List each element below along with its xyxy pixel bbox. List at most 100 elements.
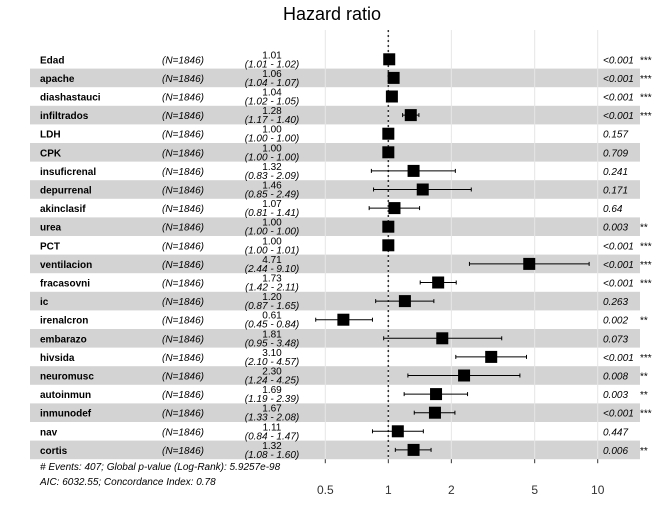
forest-row: CPK (N=1846) 1.00(1.00 - 1.00) 0.709 <box>40 143 628 163</box>
row-significance-stars: ** <box>640 316 648 327</box>
row-variable-label: ventilacion <box>40 260 92 271</box>
row-ci-label: (0.45 - 0.84) <box>245 320 299 331</box>
hr-marker <box>382 146 395 159</box>
hr-marker <box>404 109 417 122</box>
x-tick-label: 2 <box>448 483 455 497</box>
forest-row: irenalcron (N=1846) 0.61(0.45 - 0.84) 0.002… <box>40 311 648 331</box>
row-p-value: 0.171 <box>603 186 628 197</box>
hr-marker <box>428 406 441 419</box>
row-ci-label: (1.00 - 1.01) <box>245 245 299 256</box>
row-variable-label: depurrenal <box>40 186 92 197</box>
row-variable-label: Edad <box>40 55 64 66</box>
row-n-label: (N=1846) <box>162 204 204 215</box>
row-variable-label: inmunodef <box>40 409 92 420</box>
row-ci-label: (1.42 - 2.11) <box>245 283 299 294</box>
forest-row: diashastauci (N=1846) 1.04(1.02 - 1.05) <0.… <box>40 88 652 108</box>
row-n-label: (N=1846) <box>162 409 204 420</box>
forest-row: Edad (N=1846) 1.01(1.01 - 1.02) <0.001 *** <box>40 50 652 70</box>
row-hr-label: 1.00 <box>262 125 282 136</box>
row-p-value: 0.073 <box>603 334 628 345</box>
row-hr-label: 1.04 <box>262 88 282 99</box>
row-significance-stars: ** <box>640 446 648 457</box>
row-band <box>30 291 640 311</box>
x-tick-label: 10 <box>591 483 605 497</box>
row-variable-label: urea <box>40 223 62 234</box>
rows: Edad (N=1846) 1.01(1.01 - 1.02) <0.001 ***ap… <box>40 50 652 461</box>
row-n-label: (N=1846) <box>162 223 204 234</box>
row-n-label: (N=1846) <box>162 167 204 178</box>
hr-marker <box>485 350 498 363</box>
row-n-label: (N=1846) <box>162 297 204 308</box>
row-band <box>30 68 640 88</box>
row-significance-stars: *** <box>640 241 652 252</box>
row-variable-label: diashastauci <box>40 93 101 104</box>
row-ci-label: (0.84 - 1.47) <box>245 431 299 442</box>
row-p-value: <0.001 <box>603 241 634 252</box>
row-hr-label: 1.73 <box>262 274 282 285</box>
forest-row: fracasovni (N=1846) 1.73(1.42 - 2.11) <0.00… <box>40 274 652 294</box>
row-ci-label: (1.00 - 1.00) <box>245 227 299 238</box>
row-ci-label: (0.83 - 2.09) <box>245 171 299 182</box>
footer-events: # Events: 407; Global p-value (Log-Rank)… <box>40 462 281 473</box>
row-variable-label: irenalcron <box>40 316 88 327</box>
row-hr-label: 3.10 <box>262 348 282 359</box>
row-band <box>30 105 640 125</box>
row-significance-stars: ** <box>640 372 648 383</box>
row-hr-label: 1.20 <box>262 292 282 303</box>
row-hr-label: 1.01 <box>262 50 282 61</box>
hr-marker <box>398 295 411 308</box>
row-band <box>30 403 640 422</box>
forest-row: infiltrados (N=1846) 1.28(1.17 - 1.40) <0.0… <box>40 106 652 126</box>
row-band <box>30 366 640 385</box>
row-p-value: 0.008 <box>603 372 628 383</box>
row-ci-label: (1.02 - 1.05) <box>245 97 299 108</box>
hr-marker <box>432 276 445 289</box>
row-variable-label: neuromusc <box>40 372 94 383</box>
row-hr-label: 1.00 <box>262 218 282 229</box>
gridlines <box>324 30 599 460</box>
row-p-value: <0.001 <box>603 279 634 290</box>
row-p-value: <0.001 <box>603 409 634 420</box>
row-p-value: <0.001 <box>603 55 634 66</box>
row-p-value: 0.64 <box>603 204 623 215</box>
row-hr-label: 1.81 <box>262 329 282 340</box>
forest-row: PCT (N=1846) 1.00(1.00 - 1.01) <0.001 *** <box>40 236 652 256</box>
footer-aic: AIC: 6032.55; Concordance Index: 0.78 <box>39 477 216 488</box>
row-hr-label: 1.06 <box>262 69 282 80</box>
x-tick-label: 0.5 <box>317 483 334 497</box>
row-n-label: (N=1846) <box>162 148 204 159</box>
row-significance-stars: *** <box>640 279 652 290</box>
row-n-label: (N=1846) <box>162 241 204 252</box>
row-significance-stars: *** <box>640 260 652 271</box>
row-variable-label: CPK <box>40 148 62 159</box>
row-n-label: (N=1846) <box>162 186 204 197</box>
hr-marker <box>407 443 420 456</box>
row-n-label: (N=1846) <box>162 55 204 66</box>
row-p-value: 0.157 <box>603 130 628 141</box>
row-ci-label: (1.33 - 2.08) <box>245 413 299 424</box>
forest-row: insuficrenal (N=1846) 1.32(0.83 - 2.09) 0.2… <box>40 162 628 182</box>
row-p-value: <0.001 <box>603 260 634 271</box>
row-significance-stars: *** <box>640 409 652 420</box>
hr-marker <box>337 313 350 326</box>
row-p-value: 0.006 <box>603 446 628 457</box>
row-ci-label: (1.24 - 4.25) <box>245 376 299 387</box>
row-n-label: (N=1846) <box>162 130 204 141</box>
x-axis-ticks: 0.5 1 2 5 10 <box>317 459 605 497</box>
hr-marker <box>382 127 395 140</box>
forest-row: ventilacion (N=1846) 4.71(2.44 - 9.10) <0.0… <box>40 255 652 275</box>
hr-marker <box>388 202 401 215</box>
row-significance-stars: *** <box>640 111 652 122</box>
hr-marker <box>382 220 395 233</box>
row-hr-label: 1.32 <box>262 162 282 173</box>
row-p-value: 0.447 <box>603 427 628 438</box>
row-ci-label: (1.01 - 1.02) <box>245 59 299 70</box>
row-hr-label: 1.11 <box>263 422 282 433</box>
row-variable-label: autoinmun <box>40 390 91 401</box>
row-n-label: (N=1846) <box>162 316 204 327</box>
forest-row: neuromusc (N=1846) 2.30(1.24 - 4.25) 0.008 *… <box>40 367 648 387</box>
forest-row: inmunodef (N=1846) 1.67(1.33 - 2.08) <0.001… <box>40 404 652 424</box>
row-ci-label: (1.00 - 1.00) <box>245 134 299 145</box>
hr-marker <box>436 332 449 345</box>
row-significance-stars: ** <box>640 223 648 234</box>
